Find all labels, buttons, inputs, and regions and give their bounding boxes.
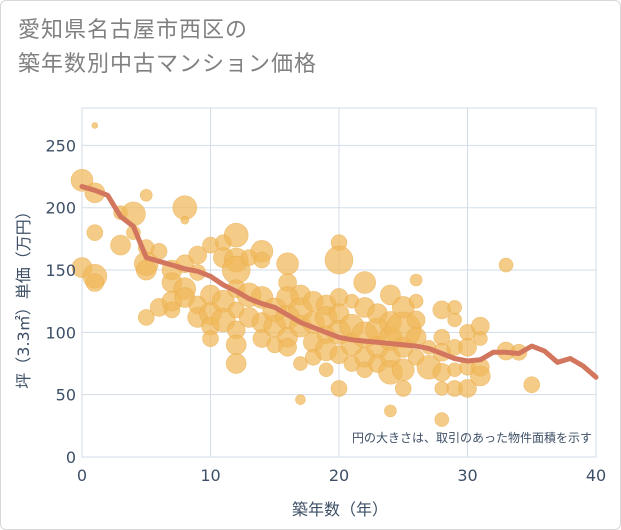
scatter-point bbox=[458, 379, 477, 398]
x-tick-label: 40 bbox=[586, 466, 606, 485]
y-tick-label: 250 bbox=[45, 136, 76, 155]
scatter-point bbox=[447, 362, 462, 378]
scatter-point bbox=[180, 215, 190, 225]
x-tick-label: 30 bbox=[457, 466, 477, 485]
scatter-point bbox=[110, 234, 131, 256]
scatter-point bbox=[458, 338, 477, 357]
scatter-point bbox=[253, 251, 271, 269]
scatter-point bbox=[318, 362, 334, 378]
x-tick-label: 0 bbox=[77, 466, 87, 485]
scatter-point bbox=[498, 257, 514, 273]
y-tick-label: 50 bbox=[56, 386, 76, 405]
y-tick-label: 0 bbox=[66, 448, 76, 467]
chart-title-line-1: 愛知県名古屋市西区の bbox=[18, 18, 249, 43]
scatter-point bbox=[434, 412, 450, 427]
bubble-layer bbox=[70, 122, 541, 427]
scatter-point bbox=[470, 365, 491, 387]
x-tick-label: 20 bbox=[329, 466, 349, 485]
scatter-point bbox=[135, 259, 157, 281]
scatter-point bbox=[293, 356, 308, 371]
scatter-point bbox=[295, 394, 306, 405]
chart-title-line-2: 築年数別中古マンション価格 bbox=[18, 52, 318, 77]
scatter-point bbox=[225, 334, 247, 356]
scatter-point bbox=[324, 245, 354, 275]
scatter-point bbox=[408, 293, 424, 309]
scatter-point bbox=[406, 310, 426, 330]
scatter-point bbox=[447, 312, 462, 328]
scatter-point bbox=[223, 222, 249, 248]
x-tick-label: 10 bbox=[200, 466, 220, 485]
trend-line-layer bbox=[79, 184, 599, 380]
scatter-point bbox=[86, 224, 104, 241]
scatter-point bbox=[139, 188, 153, 202]
chart-title: 愛知県名古屋市西区の 築年数別中古マンション価格 bbox=[18, 14, 578, 82]
scatter-point bbox=[447, 300, 462, 315]
scatter-point bbox=[225, 353, 247, 374]
scatter-point bbox=[330, 380, 348, 397]
scatter-point bbox=[276, 252, 299, 276]
average-price-line bbox=[79, 184, 599, 380]
scatter-point bbox=[137, 309, 155, 326]
annotation-text: 円の大きさは、取引のあった物件面積を示す bbox=[352, 430, 592, 445]
scatter-point bbox=[409, 273, 423, 287]
scatter-point bbox=[473, 331, 488, 346]
scatter-point bbox=[353, 271, 377, 294]
scatter-point bbox=[384, 404, 397, 418]
scatter-point bbox=[523, 376, 541, 394]
scatter-point bbox=[433, 329, 451, 346]
scatter-point bbox=[91, 122, 99, 129]
y-tick-label: 200 bbox=[45, 199, 76, 218]
scatter-point bbox=[394, 380, 412, 397]
x-axis-label: 築年数（年） bbox=[292, 500, 388, 519]
y-axis-label: 坪（3.3㎡）単価（万円） bbox=[14, 203, 33, 388]
scatter-point bbox=[163, 301, 181, 319]
y-tick-label: 100 bbox=[45, 323, 76, 342]
scatter-point bbox=[188, 245, 207, 265]
tick-labels: 0 50 100 150 200 250 0 10 20 30 40 bbox=[45, 136, 606, 485]
scatter-point bbox=[278, 338, 297, 357]
scatter-point bbox=[85, 273, 105, 292]
y-tick-label: 150 bbox=[45, 261, 76, 280]
grid-lines bbox=[81, 107, 597, 458]
scatter-point bbox=[202, 330, 219, 347]
